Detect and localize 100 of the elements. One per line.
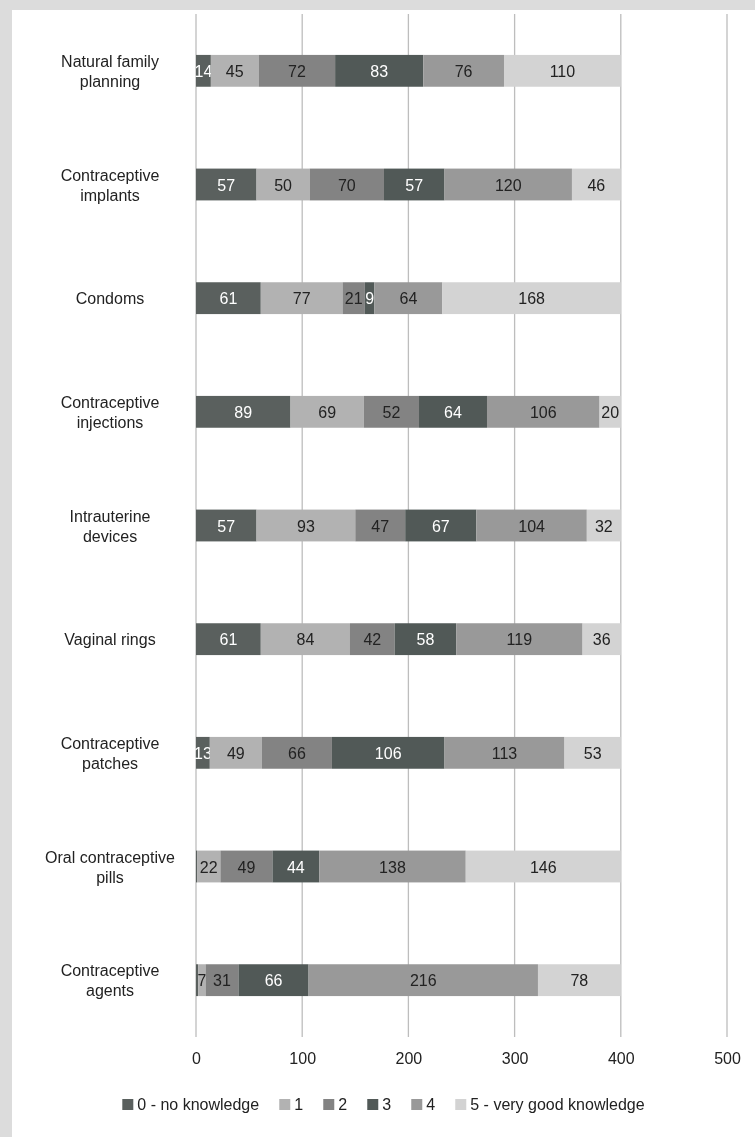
bar: [503, 54, 621, 87]
data-label: 61: [219, 631, 238, 649]
bar: [349, 623, 395, 656]
y-tick-label: Contraceptive agents: [60, 962, 160, 1000]
x-tick-label: 400: [607, 1050, 635, 1068]
data-label: 66: [287, 744, 306, 762]
legend-label: 4: [426, 1096, 436, 1113]
data-label: 36: [592, 631, 611, 649]
data-label: 47: [371, 517, 390, 535]
legend-label: 5 - very good knowledge: [470, 1096, 645, 1113]
bar: [442, 282, 621, 315]
bar: [363, 395, 420, 428]
data-label: 106: [529, 403, 557, 421]
data-label: 64: [399, 290, 418, 308]
bar: [196, 964, 199, 997]
y-tick-label: Intrauterine devices: [69, 507, 151, 545]
data-label: 76: [454, 62, 473, 80]
x-tick-label: 300: [501, 1050, 529, 1068]
bar: [238, 964, 309, 997]
data-label: 78: [570, 972, 589, 990]
data-label: 72: [287, 62, 306, 80]
data-label: 61: [219, 290, 238, 308]
bar: [261, 736, 332, 769]
y-tick-label: Oral contraceptive pills: [45, 848, 176, 886]
x-tick-label: 0: [192, 1050, 202, 1068]
data-label: 9: [365, 290, 375, 308]
data-label: 21: [344, 290, 363, 308]
legend-label: 3: [382, 1096, 392, 1113]
bar: [571, 168, 621, 201]
data-label: 216: [409, 972, 437, 990]
bar: [444, 168, 572, 201]
data-label: 22: [199, 858, 218, 876]
bar: [537, 964, 621, 997]
data-label: 113: [491, 744, 518, 762]
bar: [272, 850, 320, 883]
data-label: 58: [416, 631, 435, 649]
data-label: 50: [274, 176, 293, 194]
data-label: 168: [518, 290, 546, 308]
bar: [405, 509, 477, 542]
data-label: 31: [213, 972, 232, 990]
bar: [196, 395, 291, 428]
data-label: 84: [296, 631, 315, 649]
bar: [383, 168, 445, 201]
bar: [319, 850, 466, 883]
data-label: 138: [379, 858, 406, 876]
data-label: 57: [217, 517, 236, 535]
bar: [444, 736, 565, 769]
data-label: 45: [225, 62, 244, 80]
bar: [196, 623, 261, 656]
y-tick-label: Condoms: [75, 290, 145, 308]
bar: [476, 509, 587, 542]
data-label: 20: [601, 403, 620, 421]
legend-label: 1: [294, 1096, 304, 1113]
data-label: 70: [337, 176, 356, 194]
data-label: 7: [197, 972, 207, 990]
bar: [465, 850, 621, 883]
bar: [423, 54, 504, 87]
bar: [196, 282, 261, 315]
data-label: 49: [237, 858, 256, 876]
data-label: 93: [297, 517, 315, 535]
data-label: 146: [529, 858, 557, 876]
x-tick-label: 100: [289, 1050, 317, 1068]
data-label: 32: [594, 517, 613, 535]
data-label: 110: [549, 62, 576, 80]
bar: [355, 509, 406, 542]
data-label: 64: [444, 403, 462, 421]
bar: [309, 168, 384, 201]
bar: [196, 168, 257, 201]
data-label: 106: [374, 744, 402, 762]
bar: [210, 54, 259, 87]
data-label: 83: [370, 62, 389, 80]
bar: [486, 395, 600, 428]
data-label: 104: [518, 517, 546, 535]
y-tick-label: Natural family planning: [61, 52, 159, 90]
bar: [331, 736, 445, 769]
data-label: 66: [264, 972, 283, 990]
data-label: 69: [318, 403, 337, 421]
data-label: 46: [587, 176, 606, 194]
bar: [394, 623, 457, 656]
legend-label: 0 - no knowledge: [137, 1096, 260, 1113]
y-tick-label: Contraceptive injections: [60, 393, 160, 431]
bar: [196, 509, 257, 542]
bar: [419, 395, 487, 428]
bar: [198, 964, 206, 997]
data-label: 42: [363, 631, 382, 649]
bar: [258, 54, 336, 87]
y-tick-label: Vaginal rings: [64, 631, 156, 649]
y-tick-label: Contraceptive patches: [60, 734, 160, 772]
data-label: 49: [226, 744, 245, 762]
data-label: 44: [286, 858, 305, 876]
data-label: 57: [217, 176, 236, 194]
legend-label: 2: [338, 1096, 348, 1113]
data-label: 89: [234, 403, 253, 421]
data-label: 67: [431, 517, 450, 535]
data-label: 120: [494, 176, 522, 194]
data-label: 53: [583, 744, 602, 762]
data-label: 57: [405, 176, 424, 194]
y-tick-label: Contraceptive implants: [60, 166, 160, 204]
data-label: 119: [506, 631, 533, 649]
x-tick-label: 200: [395, 1050, 423, 1068]
